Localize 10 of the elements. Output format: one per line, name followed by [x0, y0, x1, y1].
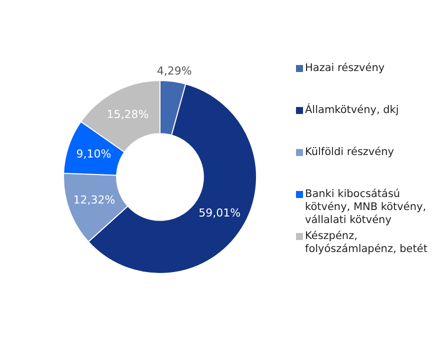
data-label: 4,29% [156, 64, 192, 78]
legend-label: Banki kibocsátású kötvény, MNB kötvény, vállalati kötvény [305, 188, 428, 227]
legend-label: Külföldi részvény [305, 146, 394, 159]
legend-label: Hazai részvény [305, 62, 385, 75]
legend-label: Készpénz, folyószámlapénz, betét [305, 230, 428, 256]
data-label: 12,32% [73, 194, 116, 207]
data-label: 59,01% [198, 206, 241, 220]
legend-label: Államkötvény, dkj [305, 104, 399, 117]
data-label: 9,10% [76, 148, 112, 161]
data-label: 15,28% [106, 108, 149, 121]
